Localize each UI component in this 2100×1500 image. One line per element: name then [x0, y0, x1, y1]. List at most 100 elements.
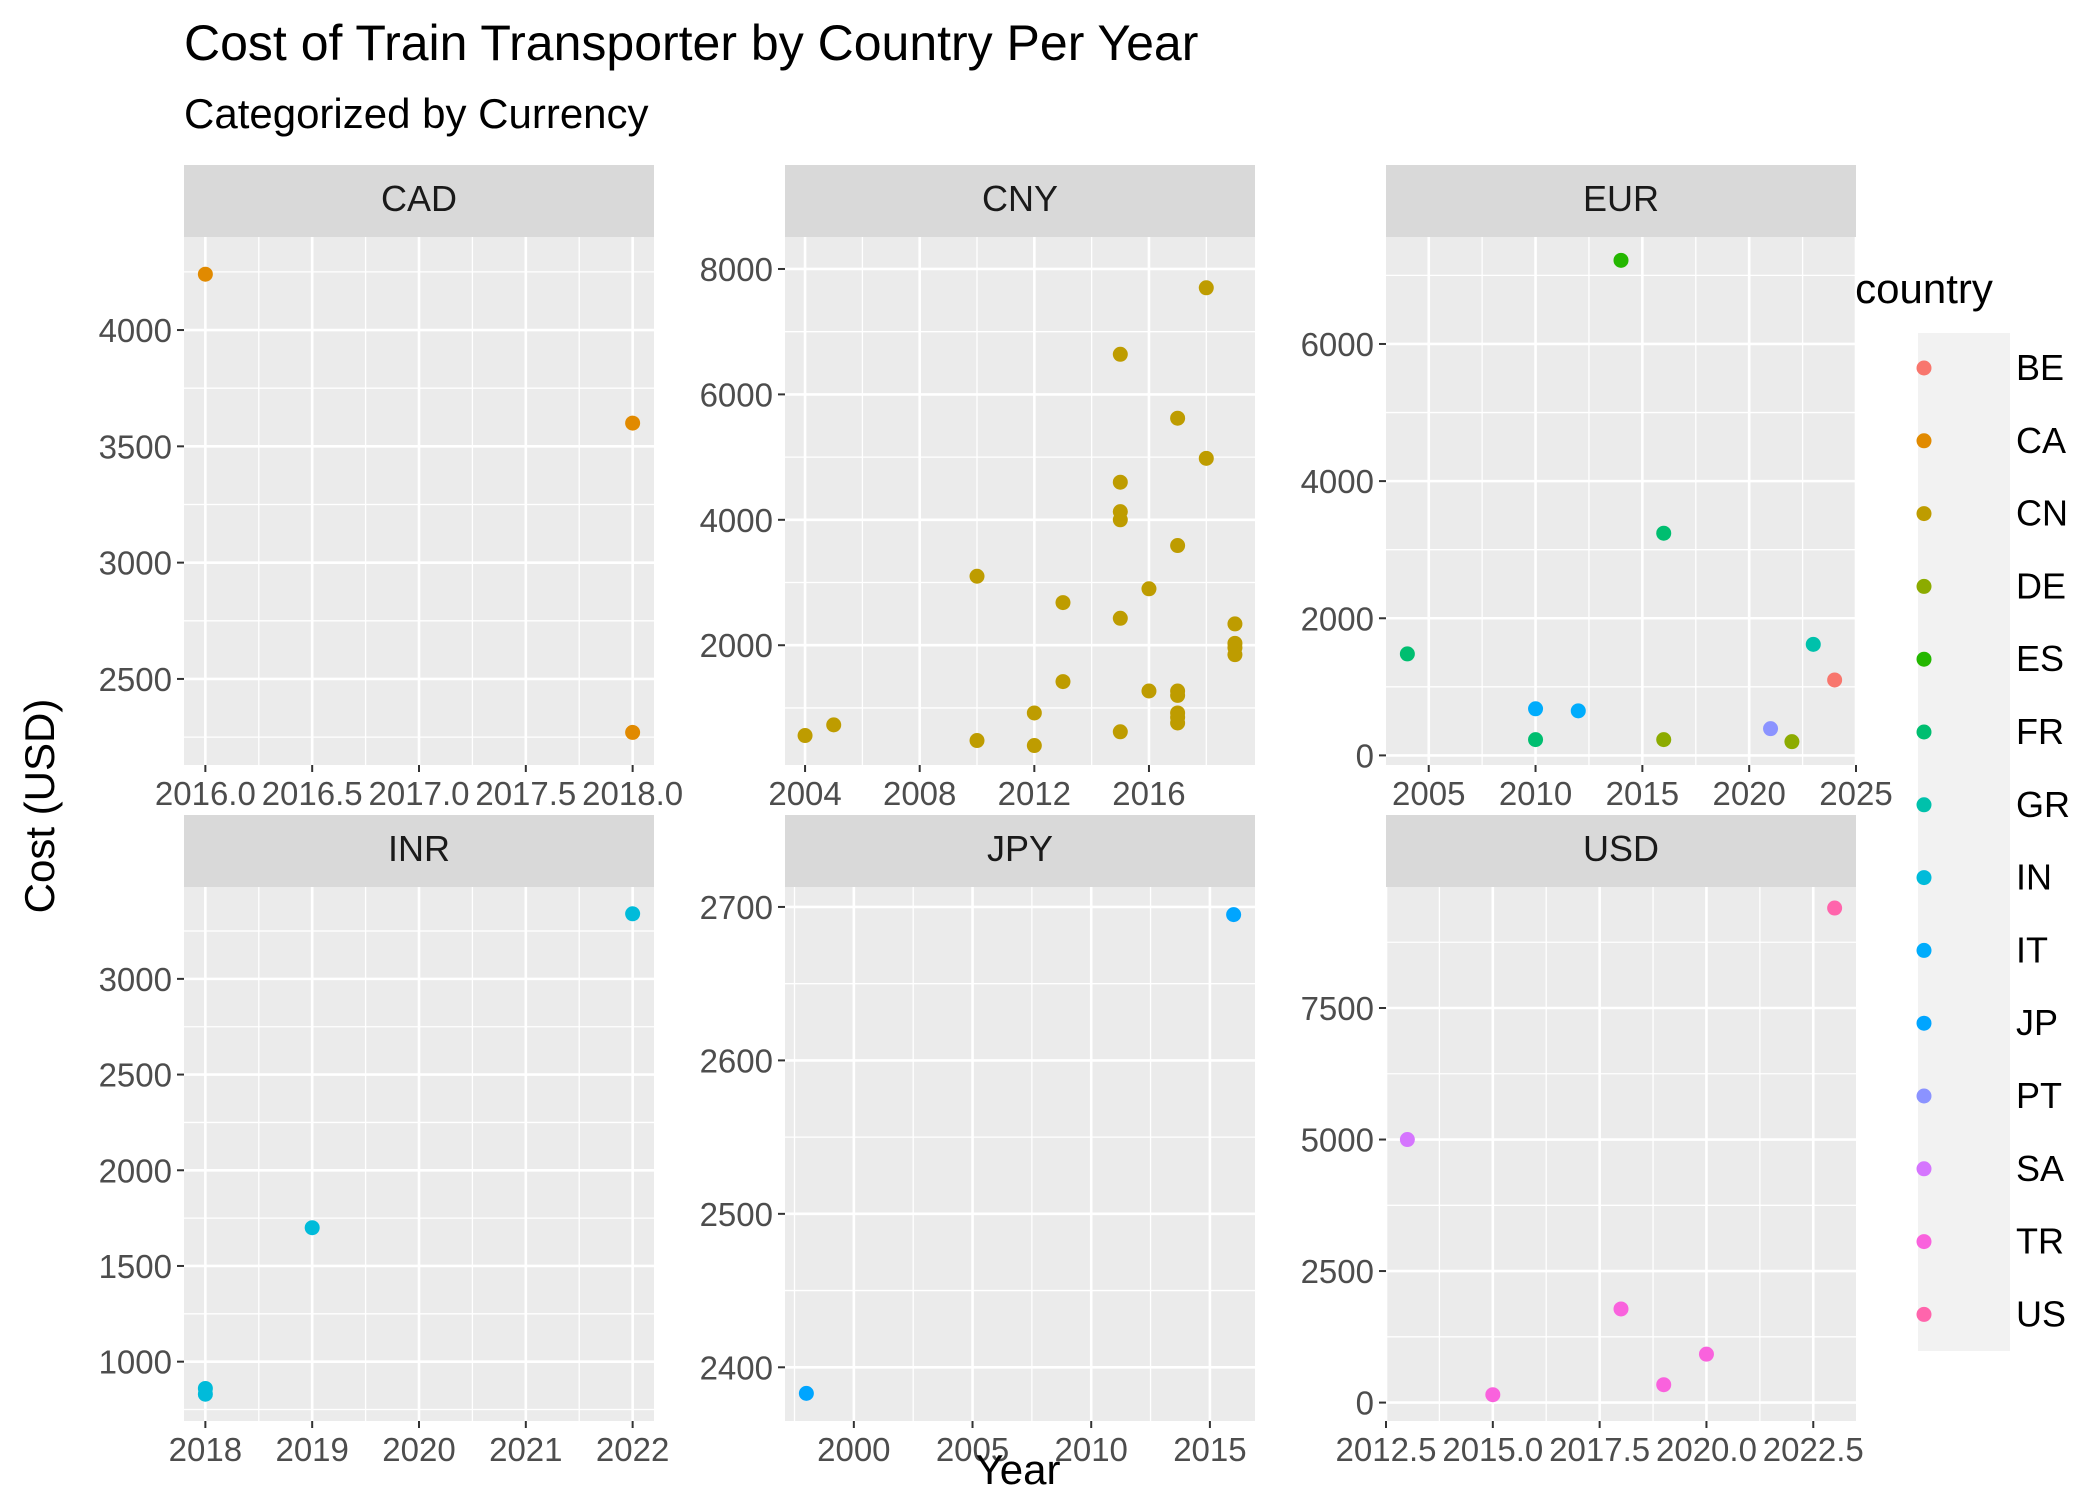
data-point-cn — [1112, 512, 1128, 528]
x-tick-label: 2020.0 — [1656, 1431, 1757, 1468]
panel-background — [785, 237, 1255, 765]
x-tick-label: 2019 — [275, 1431, 348, 1468]
data-point-fr — [1656, 525, 1672, 541]
data-point-jp — [798, 1385, 814, 1401]
facet-strip-label: INR — [388, 828, 450, 869]
legend: country BE CA CN DE ES FR GR IN IT JP PT SA TR US — [1855, 265, 2070, 1351]
legend-label: PT — [2016, 1075, 2062, 1116]
legend-key — [1916, 724, 1932, 740]
legend-item-cn: CN — [1916, 493, 2068, 534]
y-axis-title: Cost (USD) — [16, 699, 63, 914]
data-point-cn — [1227, 647, 1243, 663]
x-tick-label: 2012 — [998, 775, 1071, 812]
data-point-fr — [1528, 732, 1544, 748]
x-tick-label: 2022.5 — [1763, 1431, 1864, 1468]
data-point-es — [1613, 252, 1629, 268]
data-point-cn — [1198, 280, 1214, 296]
x-tick-label: 2004 — [768, 775, 841, 812]
chart-title: Cost of Train Transporter by Country Per… — [184, 15, 1199, 71]
data-point-it — [1528, 701, 1544, 717]
y-tick-label: 6000 — [700, 376, 773, 413]
data-point-jp — [1226, 907, 1242, 923]
panel-cad: CAD 2016.0 2016.5 2017.0 2017.5 2018.0 2500 300… — [99, 165, 683, 812]
facet-strip — [1386, 815, 1856, 887]
x-tick-label: 2010 — [1499, 775, 1572, 812]
x-tick-label: 2005 — [936, 1431, 1009, 1468]
y-tick-label: 2000 — [700, 627, 773, 664]
y-tick-label: 6000 — [1301, 326, 1374, 363]
data-point-cn — [826, 717, 842, 733]
data-point-fr — [1399, 646, 1415, 662]
legend-key — [1916, 1306, 1932, 1322]
data-point-cn — [969, 568, 985, 584]
y-tick-label: 4000 — [700, 502, 773, 539]
data-point-cn — [1170, 538, 1186, 554]
y-tick-label: 8000 — [700, 251, 773, 288]
legend-item-sa: SA — [1916, 1148, 2064, 1189]
legend-key — [1916, 1088, 1932, 1104]
x-tick-label: 2015 — [1606, 775, 1679, 812]
y-tick-label: 2500 — [1301, 1253, 1374, 1290]
y-tick-label: 2500 — [99, 1057, 172, 1094]
facet-strip — [785, 165, 1255, 237]
x-tick-label: 2010 — [1055, 1431, 1128, 1468]
legend-key — [1916, 942, 1932, 958]
panel-inr: INR 2018 2019 2020 2021 2022 1000 1500 2000 2500 3… — [99, 815, 669, 1468]
legend-item-gr: GR — [1916, 784, 2070, 825]
legend-key — [1916, 1015, 1932, 1031]
panel-background — [785, 887, 1255, 1421]
data-point-tr — [1613, 1301, 1629, 1317]
x-tick-label: 2016.0 — [155, 775, 256, 812]
x-tick-label: 2017.0 — [369, 775, 470, 812]
y-tick-label: 1500 — [99, 1248, 172, 1285]
facet-strip-label: CAD — [381, 178, 457, 219]
panel-usd: USD 2012.5 2015.0 2017.5 2020.0 2022.5 0 2500 50… — [1301, 815, 1864, 1468]
y-tick-label: 2400 — [700, 1349, 773, 1386]
data-point-cn — [1112, 724, 1128, 740]
legend-key — [1916, 1234, 1932, 1250]
data-point-de — [1656, 732, 1672, 748]
legend-item-tr: TR — [1916, 1221, 2064, 1262]
x-tick-label: 2022 — [596, 1431, 669, 1468]
y-tick-label: 5000 — [1301, 1122, 1374, 1159]
data-point-it — [1570, 703, 1586, 719]
y-tick-label: 2500 — [700, 1196, 773, 1233]
x-axis-title: Year — [976, 1446, 1061, 1493]
legend-item-de: DE — [1916, 565, 2066, 606]
legend-key — [1916, 651, 1932, 667]
facet-strip-label: EUR — [1583, 178, 1659, 219]
legend-label: FR — [2016, 711, 2064, 752]
x-tick-label: 2012.5 — [1336, 1431, 1437, 1468]
x-tick-label: 2016.5 — [262, 775, 363, 812]
legend-background — [1918, 333, 2010, 1351]
legend-title: country — [1855, 265, 1993, 312]
legend-key — [1916, 433, 1932, 449]
facet-strip-label: CNY — [982, 178, 1058, 219]
data-point-de — [1784, 734, 1800, 750]
data-point-ca — [625, 724, 641, 740]
legend-key — [1916, 870, 1932, 886]
panel-jpy: JPY 2000 2005 2010 2015 2400 2500 2600 2700 — [700, 815, 1255, 1468]
y-tick-label: 2000 — [1301, 600, 1374, 637]
y-tick-label: 3000 — [99, 961, 172, 998]
y-tick-label: 4000 — [99, 312, 172, 349]
y-tick-label: 1000 — [99, 1344, 172, 1381]
legend-key — [1916, 578, 1932, 594]
x-tick-label: 2000 — [817, 1431, 890, 1468]
data-point-cn — [1227, 616, 1243, 632]
y-tick-label: 2600 — [700, 1042, 773, 1079]
legend-label: IT — [2016, 929, 2048, 970]
facet-strip — [184, 815, 654, 887]
chart-subtitle: Categorized by Currency — [184, 90, 649, 137]
x-tick-label: 2020 — [382, 1431, 455, 1468]
data-point-in — [197, 1386, 213, 1402]
data-point-in — [625, 906, 641, 922]
y-tick-label: 3500 — [99, 428, 172, 465]
facet-strip-label: JPY — [987, 828, 1053, 869]
data-point-cn — [969, 733, 985, 749]
y-tick-label: 3000 — [99, 545, 172, 582]
data-point-pt — [1763, 721, 1779, 737]
legend-label: GR — [2016, 784, 2070, 825]
panel-cny: CNY 2004 2008 2012 2016 2000 4000 6000 8000 — [700, 165, 1255, 812]
